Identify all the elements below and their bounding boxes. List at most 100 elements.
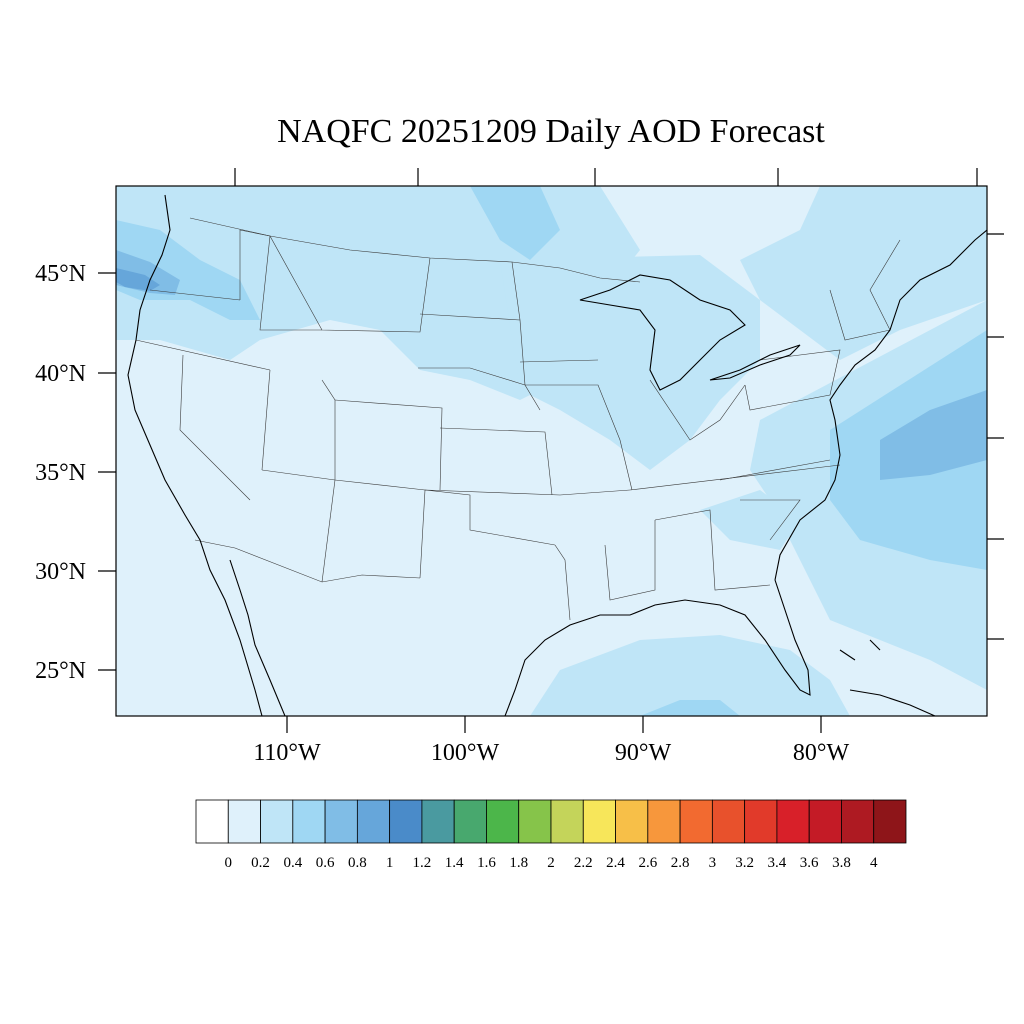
lon-label-110w: 110°W bbox=[253, 740, 321, 766]
colorbar-swatch bbox=[711, 799, 746, 844]
colorbar-label: 1.8 bbox=[509, 855, 528, 871]
right-ticks bbox=[987, 233, 1004, 640]
border-dakotas-mn bbox=[511, 261, 541, 411]
field-washington-plume bbox=[470, 186, 560, 260]
colorbar-label: 2.2 bbox=[574, 855, 593, 871]
border-sd-ne bbox=[418, 367, 526, 386]
border-nv-ca bbox=[179, 354, 251, 501]
lon-label-90w: 90°W bbox=[615, 740, 672, 766]
longitude-labels: 110°W 100°W 90°W 80°W bbox=[253, 740, 849, 766]
border-ok-tx bbox=[419, 489, 556, 579]
colorbar-label: 0.4 bbox=[283, 855, 302, 871]
colorbar-label: 2 bbox=[547, 855, 555, 871]
colorbar-label: 1 bbox=[386, 855, 394, 871]
border-ms-al bbox=[604, 520, 656, 601]
border-pa-ny bbox=[744, 349, 841, 411]
lat-label-45: 45°N bbox=[35, 261, 86, 287]
colorbar-swatch bbox=[647, 799, 681, 844]
colorbar-label: 3.4 bbox=[768, 855, 787, 871]
aod-contour-fields bbox=[116, 186, 987, 716]
border-wa-or bbox=[149, 289, 241, 301]
colorbar-swatch bbox=[389, 799, 423, 844]
colorbar-swatch bbox=[550, 799, 584, 844]
border-nd-sd bbox=[419, 313, 521, 321]
colorbar-swatch bbox=[453, 799, 487, 844]
border-oh bbox=[649, 379, 746, 441]
colorbar-label: 1.4 bbox=[445, 855, 464, 871]
colorbar-label: 3.6 bbox=[800, 855, 819, 871]
colorbar-label: 0 bbox=[225, 855, 233, 871]
field-atlantic-core bbox=[880, 390, 987, 480]
lat-label-40: 40°N bbox=[35, 361, 86, 387]
border-ga-fl bbox=[654, 509, 771, 591]
colorbar-swatch bbox=[486, 799, 520, 844]
colorbar-label: 1.6 bbox=[477, 855, 496, 871]
lat-label-25: 25°N bbox=[35, 658, 86, 684]
colorbar-swatch bbox=[744, 799, 778, 844]
atlantic-coast bbox=[774, 229, 987, 581]
map-frame bbox=[115, 185, 988, 717]
border-nv-ut bbox=[261, 369, 271, 471]
colorbar-label: 2.8 bbox=[671, 855, 690, 871]
border-nm-tx bbox=[321, 479, 336, 583]
colorbar-swatch bbox=[421, 799, 455, 844]
border-tx-la bbox=[554, 544, 571, 621]
lon-label-100w: 100°W bbox=[431, 740, 500, 766]
colorbar-label: 0.8 bbox=[348, 855, 367, 871]
field-carolinas bbox=[700, 490, 800, 550]
colorbar-label: 0.6 bbox=[316, 855, 335, 871]
colorbar-swatch bbox=[873, 799, 907, 844]
field-gulf-south bbox=[640, 700, 740, 716]
colorbar-swatch bbox=[227, 799, 261, 844]
colorbar-label: 2.4 bbox=[606, 855, 625, 871]
colorbar-swatch bbox=[808, 799, 842, 844]
great-lakes bbox=[579, 274, 746, 391]
border-mt-wy bbox=[269, 235, 431, 333]
field-oregon-coast-core bbox=[116, 268, 160, 291]
colorbar-label: 3 bbox=[709, 855, 717, 871]
colorbar-label: 2.6 bbox=[638, 855, 657, 871]
colorbar-swatch bbox=[356, 799, 391, 844]
colorbar-swatch bbox=[324, 799, 358, 844]
colorbar-swatch bbox=[841, 799, 875, 844]
baja-california bbox=[229, 559, 286, 716]
lon-label-80w: 80°W bbox=[793, 740, 850, 766]
colorbar-label: 4 bbox=[870, 855, 878, 871]
colorbar bbox=[195, 799, 907, 844]
colorbar-swatch bbox=[679, 799, 713, 844]
border-ca-or bbox=[135, 339, 271, 371]
colorbar-swatch bbox=[518, 799, 552, 844]
map-area bbox=[116, 186, 987, 716]
left-ticks bbox=[98, 272, 116, 671]
colorbar-swatch bbox=[582, 799, 616, 844]
border-sc bbox=[740, 499, 801, 541]
state-boundaries bbox=[135, 217, 901, 621]
map-title: NAQFC 20251209 Daily AOD Forecast bbox=[277, 113, 825, 150]
field-upper-midwest bbox=[500, 255, 760, 470]
latitude-labels: 45°N 40°N 35°N 30°N 25°N bbox=[35, 261, 86, 684]
field-pacific-northwest bbox=[116, 220, 260, 320]
border-ks-ok bbox=[439, 427, 553, 496]
field-gulf-of-mexico bbox=[530, 635, 850, 716]
colorbar-label: 3.2 bbox=[735, 855, 754, 871]
us-canada-border bbox=[189, 217, 641, 283]
colorbar-swatch bbox=[260, 799, 294, 844]
colorbar-label: 1.2 bbox=[413, 855, 432, 871]
colorbar-swatch bbox=[292, 799, 326, 844]
border-co-ks bbox=[334, 399, 443, 491]
lat-label-35: 35°N bbox=[35, 460, 86, 486]
cuba-bahamas bbox=[839, 639, 936, 716]
colorbar-labels: 0 0.2 0.4 0.6 0.8 1 1.2 1.4 1.6 1.8 2 2.2 2.4 2.6 2.8 3… bbox=[225, 855, 878, 871]
colorbar-swatch bbox=[195, 799, 229, 844]
gulf-coast bbox=[504, 579, 811, 716]
field-northeast bbox=[740, 186, 987, 360]
colorbar-swatch bbox=[776, 799, 810, 844]
lake-erie-ontario bbox=[709, 344, 801, 381]
bottom-ticks bbox=[286, 716, 822, 733]
coastlines bbox=[127, 194, 987, 716]
colorbar-swatch bbox=[615, 799, 649, 844]
top-ticks bbox=[234, 168, 978, 186]
border-ia-mo bbox=[519, 359, 599, 363]
colorbar-label: 3.8 bbox=[832, 855, 851, 871]
